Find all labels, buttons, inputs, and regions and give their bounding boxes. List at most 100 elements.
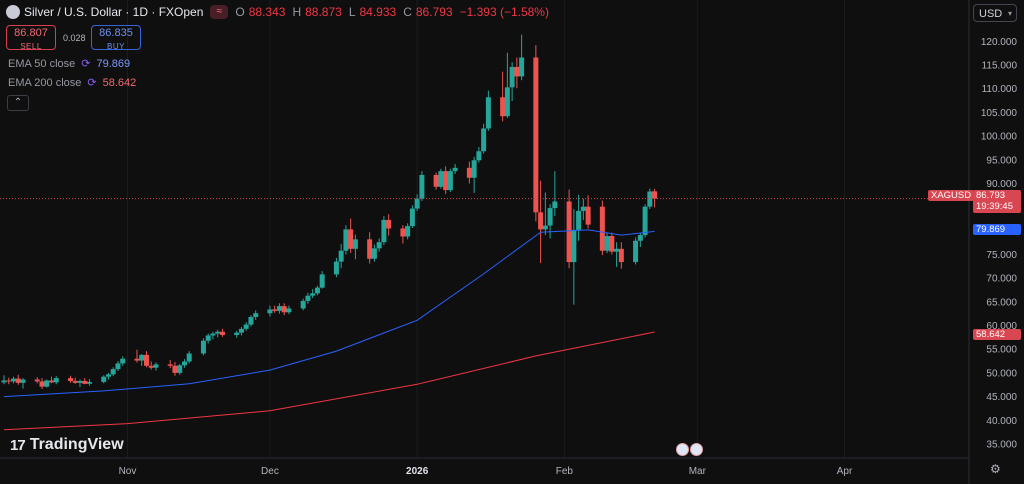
candle[interactable] [604,232,610,254]
candle[interactable] [514,57,520,89]
candle[interactable] [281,303,287,316]
candle[interactable] [234,330,240,338]
indicator-ema50[interactable]: EMA 50 close ⟳ 79.869 [8,57,130,71]
chevron-up-icon[interactable]: ⌃ [7,95,29,111]
candle[interactable] [153,362,159,371]
candle[interactable] [376,238,382,252]
candle[interactable] [614,242,620,267]
candle[interactable] [267,305,273,317]
candle[interactable] [143,351,149,368]
candle[interactable] [72,377,78,384]
candle[interactable] [609,232,615,255]
candle[interactable] [343,225,349,255]
candle[interactable] [305,292,311,304]
buy-button[interactable]: 86.835 BUY [91,25,141,51]
candle[interactable] [476,146,482,163]
candle[interactable] [405,223,411,240]
candle[interactable] [466,161,472,184]
candle[interactable] [248,315,254,327]
event-markers[interactable] [676,443,703,456]
candle[interactable] [481,123,487,154]
candle[interactable] [105,372,111,380]
candle[interactable] [276,303,282,314]
sell-button[interactable]: 86.807 SELL [6,25,56,51]
candle[interactable] [443,166,449,194]
candle[interactable] [20,378,26,389]
candle[interactable] [243,322,249,331]
candle[interactable] [200,338,206,356]
candle[interactable] [115,361,121,372]
candle[interactable] [438,168,444,189]
indicator-ema200[interactable]: EMA 200 close ⟳ 58.642 [8,76,136,90]
candle[interactable] [167,360,173,369]
candle[interactable] [148,361,154,370]
candle[interactable] [576,194,582,241]
candle[interactable] [585,195,591,229]
candle[interactable] [504,52,510,119]
gear-icon[interactable]: ⚙ [990,462,1001,476]
candle[interactable] [618,242,624,269]
candle[interactable] [310,289,316,299]
candle[interactable] [286,305,292,315]
candle[interactable] [485,90,491,131]
candle[interactable] [409,205,415,228]
candle[interactable] [134,349,140,363]
candle[interactable] [352,234,358,260]
candle[interactable] [452,164,458,174]
candle[interactable] [500,71,506,122]
currency-select[interactable]: USD ▾ [973,4,1017,22]
candle[interactable] [67,375,73,383]
candle[interactable] [53,376,59,385]
candle[interactable] [367,232,373,264]
candle[interactable] [637,232,643,247]
candle[interactable] [433,172,439,190]
candle[interactable] [210,331,216,340]
candle[interactable] [348,218,354,254]
candle[interactable] [120,356,126,366]
candle[interactable] [566,189,572,269]
candle[interactable] [172,362,178,376]
candle[interactable] [314,285,320,296]
candle[interactable] [571,209,577,305]
candle[interactable] [533,45,539,222]
candle[interactable] [371,244,377,262]
settings-gear-icon[interactable]: ⟳ [87,77,97,89]
candle[interactable] [186,351,192,364]
candle[interactable] [552,171,558,217]
candle[interactable] [580,198,586,220]
candle[interactable] [110,367,116,377]
candle[interactable] [633,237,639,265]
candle[interactable] [542,192,548,236]
candle[interactable] [642,204,648,238]
candle[interactable] [300,298,306,311]
us-flag-event-icon[interactable] [690,443,703,456]
candle[interactable] [10,376,16,384]
candle[interactable] [652,188,658,208]
candle[interactable] [86,379,92,386]
candle[interactable] [647,188,653,210]
candle[interactable] [1,375,7,385]
candle[interactable] [447,168,453,192]
candle[interactable] [139,353,145,366]
candle[interactable] [205,333,211,344]
candle[interactable] [519,34,525,81]
candle[interactable] [381,216,387,246]
candle[interactable] [333,257,339,278]
candle[interactable] [471,156,477,193]
candle[interactable] [39,378,45,390]
candle[interactable] [44,379,50,388]
candle[interactable] [509,62,515,102]
candle[interactable] [414,194,420,211]
candle[interactable] [48,376,54,384]
candle[interactable] [338,244,344,269]
candle[interactable] [538,180,544,264]
candle[interactable] [77,379,83,388]
candle[interactable] [386,214,392,236]
us-flag-event-icon[interactable] [676,443,689,456]
candle[interactable] [34,377,40,384]
candle[interactable] [547,204,553,239]
candle[interactable] [419,171,425,201]
candle[interactable] [272,305,278,313]
candle[interactable] [599,200,605,255]
